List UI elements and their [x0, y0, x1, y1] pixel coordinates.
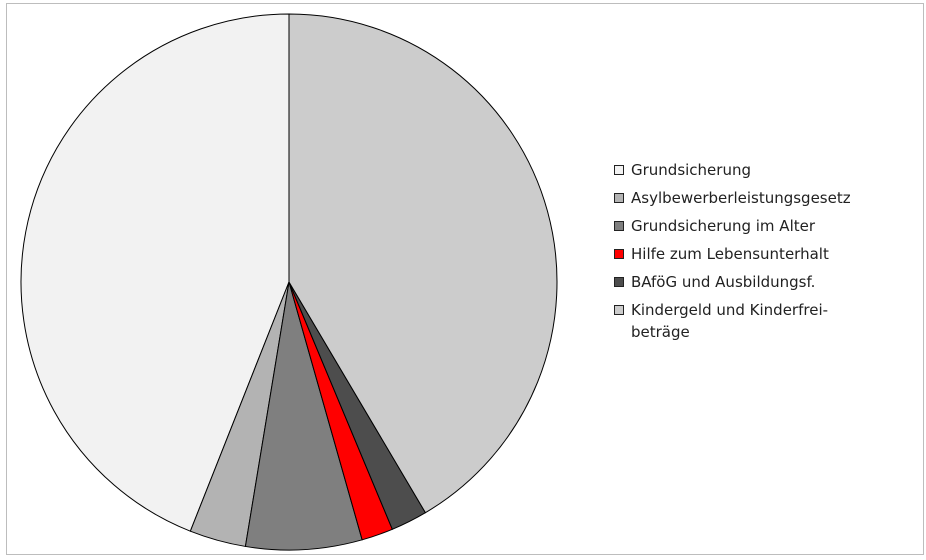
legend-label: Grundsicherung [631, 161, 751, 179]
legend-label: Grundsicherung im Alter [631, 217, 816, 235]
legend-swatch [614, 165, 624, 175]
legend-item: BAföG und Ausbildungsf. [614, 271, 920, 293]
legend-swatch [614, 221, 624, 231]
pie-slice [244, 281, 363, 551]
legend-label: Kindergeld und Kinderfrei- beträge [631, 301, 829, 341]
legend-swatch [614, 277, 624, 287]
legend-swatch [614, 249, 624, 259]
pie-slice [20, 13, 290, 532]
legend-item: Grundsicherung im Alter [614, 215, 920, 237]
legend-label: Asylbewerberleistungsgesetz [631, 189, 851, 207]
legend: Grundsicherung Asylbewerberleistungsgese… [614, 159, 920, 349]
legend-item: Kindergeld und Kinderfrei- beträge [614, 299, 920, 343]
legend-item: Hilfe zum Lebensunterhalt [614, 243, 920, 265]
pie-slice [288, 13, 558, 514]
legend-item: Grundsicherung [614, 159, 920, 181]
legend-label: Hilfe zum Lebensunterhalt [631, 245, 829, 263]
legend-swatch [614, 305, 624, 315]
legend-swatch [614, 193, 624, 203]
legend-label: BAföG und Ausbildungsf. [631, 273, 816, 291]
legend-item: Asylbewerberleistungsgesetz [614, 187, 920, 209]
